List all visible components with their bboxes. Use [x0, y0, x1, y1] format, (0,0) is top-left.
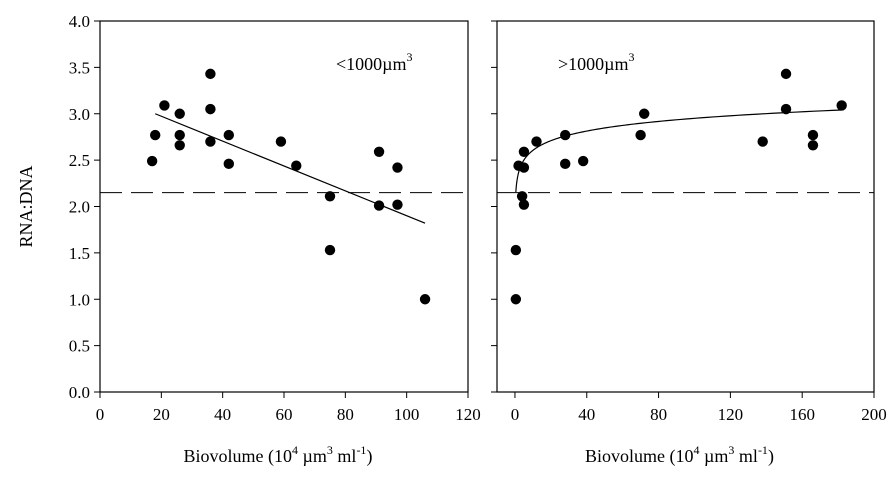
data-point	[531, 136, 542, 147]
panel-label-superscript: 3	[629, 50, 635, 64]
y-axis-title: RNA:DNA	[16, 165, 36, 247]
x-tick-label: 0	[96, 405, 105, 424]
y-tick-label: 2.0	[69, 198, 90, 217]
x-axis-title-sup: -1	[758, 443, 768, 457]
x-tick-label: 80	[337, 405, 354, 424]
x-axis-title-part: )	[768, 446, 774, 467]
data-point	[807, 140, 819, 151]
panel-label-text: <1000µm	[336, 54, 407, 74]
data-point	[146, 155, 158, 167]
x-axis-title: Biovolume (104 µm3 ml-1)	[585, 443, 774, 467]
x-axis-title: Biovolume (104 µm3 ml-1)	[184, 443, 373, 467]
y-tick-label: 1.0	[69, 290, 90, 309]
plot-frame	[99, 20, 469, 393]
data-point	[291, 160, 302, 171]
x-axis-title-part: µm	[700, 446, 729, 466]
x-axis-title-part: Biovolume (10	[585, 446, 694, 467]
x-axis-title-part: ml	[734, 446, 758, 466]
x-axis-title-sup: 4	[292, 443, 298, 457]
data-point	[223, 158, 234, 170]
data-point	[518, 146, 530, 157]
x-axis-title-sup: 3	[327, 443, 333, 457]
x-axis-title-sup: -1	[356, 443, 366, 457]
data-point	[159, 100, 170, 111]
data-point	[518, 162, 530, 173]
panel-label: <1000µm3	[336, 50, 413, 74]
panel-1: 0.0 0.5 1.0 1.5 2.0 2.5 3.0 3.5 4.0 0 20 40 60 80 100 1…	[16, 12, 481, 467]
data-point	[174, 129, 185, 141]
regression-line	[154, 113, 426, 224]
data-point	[205, 103, 216, 115]
panel-label-superscript: 3	[407, 50, 413, 64]
data-point	[780, 103, 792, 115]
plot-frame	[496, 20, 875, 393]
data-point	[510, 294, 522, 305]
panel-label: >1000µm3	[558, 50, 635, 74]
x-axis-title-part: µm	[298, 446, 327, 466]
x-axis-title-part: ml	[333, 446, 357, 466]
data-point	[275, 136, 287, 147]
data-point	[836, 100, 847, 111]
data-point	[150, 129, 161, 141]
x-tick-label: 120	[455, 405, 481, 424]
data-point	[757, 136, 768, 147]
y-tick-label: 1.5	[69, 244, 90, 263]
data-point	[392, 162, 403, 173]
data-point	[807, 129, 819, 141]
data-point	[560, 129, 571, 141]
data-point	[392, 199, 403, 210]
data-point	[205, 68, 216, 80]
data-point	[174, 140, 185, 151]
x-tick-label: 20	[153, 405, 170, 424]
data-point	[419, 294, 431, 305]
x-tick-label: 40	[214, 405, 231, 424]
data-point	[510, 244, 522, 256]
x-tick-label: 80	[650, 405, 667, 424]
x-axis-title-sup: 3	[728, 443, 734, 457]
data-point	[560, 158, 571, 170]
data-point	[516, 191, 528, 202]
y-tick-label: 0.5	[69, 337, 90, 356]
data-point	[373, 146, 385, 157]
data-point	[174, 108, 185, 119]
x-axis-title-part: Biovolume (10	[184, 446, 293, 467]
x-tick-label: 100	[394, 405, 420, 424]
x-tick-label: 160	[789, 405, 815, 424]
x-tick-label: 0	[511, 405, 520, 424]
panel-label-text: >1000µm	[558, 54, 629, 74]
regression-curve	[515, 109, 842, 193]
data-point	[518, 199, 530, 210]
data-point	[635, 129, 646, 141]
y-tick-label: 2.5	[69, 151, 90, 170]
data-point	[780, 68, 792, 80]
y-tick-label: 3.0	[69, 105, 90, 124]
y-tick-label: 0.0	[69, 383, 90, 402]
data-point	[373, 200, 385, 211]
x-tick-label: 200	[861, 405, 887, 424]
x-axis-title-part: )	[366, 446, 372, 467]
y-tick-label: 3.5	[69, 58, 90, 77]
data-point	[223, 129, 234, 141]
x-tick-label: 40	[578, 405, 595, 424]
data-point	[639, 108, 650, 119]
data-point	[205, 136, 216, 147]
y-tick-label: 4.0	[69, 12, 90, 31]
data-point	[577, 155, 589, 167]
x-axis-title-sup: 4	[694, 443, 700, 457]
data-point	[324, 191, 336, 202]
x-tick-label: 60	[276, 405, 293, 424]
data-point	[324, 244, 336, 256]
x-tick-label: 120	[718, 405, 744, 424]
